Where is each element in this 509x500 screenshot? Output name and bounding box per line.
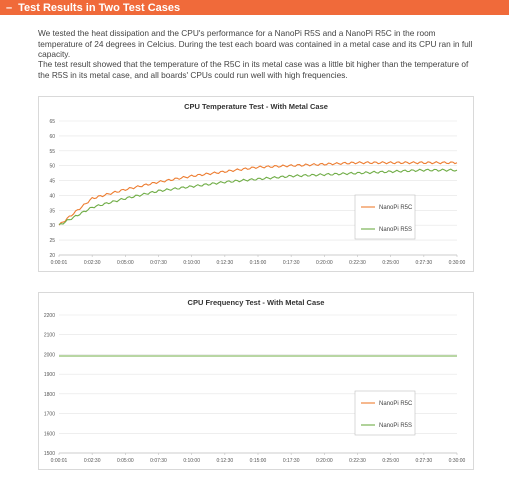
description-paragraph-1: We tested the heat dissipation and the C… xyxy=(38,28,473,59)
x-tick-label: 0:25:00 xyxy=(382,260,399,266)
x-tick-label: 0:17:30 xyxy=(283,458,300,464)
x-tick-label: 0:20:00 xyxy=(316,260,333,266)
legend-box xyxy=(354,390,416,436)
description-paragraph-2: The test result showed that the temperat… xyxy=(38,59,469,80)
frequency-chart-card: CPU Frequency Test - With Metal Case 1500… xyxy=(38,292,474,470)
collapse-dash[interactable]: – xyxy=(6,1,13,14)
series-line xyxy=(58,168,458,225)
y-tick-label: 50 xyxy=(49,164,55,170)
y-tick-label: 45 xyxy=(49,179,55,185)
x-tick-label: 0:05:00 xyxy=(117,260,134,266)
x-tick-label: 0:10:00 xyxy=(183,458,200,464)
legend-box xyxy=(354,194,416,240)
x-tick-label: 0:12:30 xyxy=(216,458,233,464)
y-tick-label: 1500 xyxy=(44,451,55,457)
x-tick-label: 0:12:30 xyxy=(216,260,233,266)
x-tick-label: 0:00:01 xyxy=(51,260,68,266)
section-title: Test Results in Two Test Cases xyxy=(18,1,181,14)
x-tick-label: 0:17:30 xyxy=(283,260,300,266)
y-tick-label: 55 xyxy=(49,149,55,155)
x-tick-label: 0:02:30 xyxy=(84,260,101,266)
x-tick-label: 0:05:00 xyxy=(117,458,134,464)
y-tick-label: 20 xyxy=(49,253,55,259)
x-tick-label: 0:30:00 xyxy=(449,260,466,266)
x-tick-label: 0:20:00 xyxy=(316,458,333,464)
x-tick-label: 0:15:00 xyxy=(250,458,267,464)
x-tick-label: 0:27:30 xyxy=(415,260,432,266)
x-tick-label: 0:27:30 xyxy=(415,458,432,464)
y-tick-label: 60 xyxy=(49,134,55,140)
x-tick-label: 0:25:00 xyxy=(382,458,399,464)
temperature-chart-card: CPU Temperature Test - With Metal Case 20… xyxy=(38,96,474,272)
x-tick-label: 0:10:00 xyxy=(183,260,200,266)
x-tick-label: 0:22:30 xyxy=(349,458,366,464)
y-tick-label: 2200 xyxy=(44,313,55,319)
x-tick-label: 0:15:00 xyxy=(250,260,267,266)
series-line xyxy=(58,160,458,226)
section-header: – Test Results in Two Test Cases xyxy=(0,0,509,15)
y-tick-label: 40 xyxy=(49,193,55,199)
y-tick-label: 2000 xyxy=(44,352,55,358)
legend: NanoPi R5C NanoPi R5S xyxy=(354,194,416,240)
legend-label: NanoPi R5C xyxy=(379,205,413,211)
chart-title: CPU Frequency Test - With Metal Case xyxy=(188,298,325,307)
x-tick-label: 0:22:30 xyxy=(349,260,366,266)
y-tick-label: 1700 xyxy=(44,412,55,418)
frequency-chart: CPU Frequency Test - With Metal Case 1500… xyxy=(44,298,466,464)
x-tick-label: 0:07:30 xyxy=(150,458,167,464)
x-tick-label: 0:00:01 xyxy=(51,458,68,464)
y-tick-label: 2100 xyxy=(44,333,55,339)
chart-title: CPU Temperature Test - With Metal Case xyxy=(184,102,328,111)
legend-label: NanoPi R5C xyxy=(379,401,413,407)
y-tick-label: 1900 xyxy=(44,372,55,378)
y-tick-label: 65 xyxy=(49,119,55,125)
y-tick-label: 30 xyxy=(49,223,55,229)
y-tick-label: 35 xyxy=(49,208,55,214)
legend: NanoPi R5C NanoPi R5S xyxy=(354,390,416,436)
legend-label: NanoPi R5S xyxy=(379,423,412,429)
y-tick-label: 25 xyxy=(49,238,55,244)
x-tick-label: 0:30:00 xyxy=(449,458,466,464)
y-tick-label: 1800 xyxy=(44,392,55,398)
y-tick-label: 1600 xyxy=(44,431,55,437)
x-tick-label: 0:02:30 xyxy=(84,458,101,464)
legend-label: NanoPi R5S xyxy=(379,227,412,233)
x-tick-label: 0:07:30 xyxy=(150,260,167,266)
temperature-chart: CPU Temperature Test - With Metal Case 20… xyxy=(49,102,466,266)
